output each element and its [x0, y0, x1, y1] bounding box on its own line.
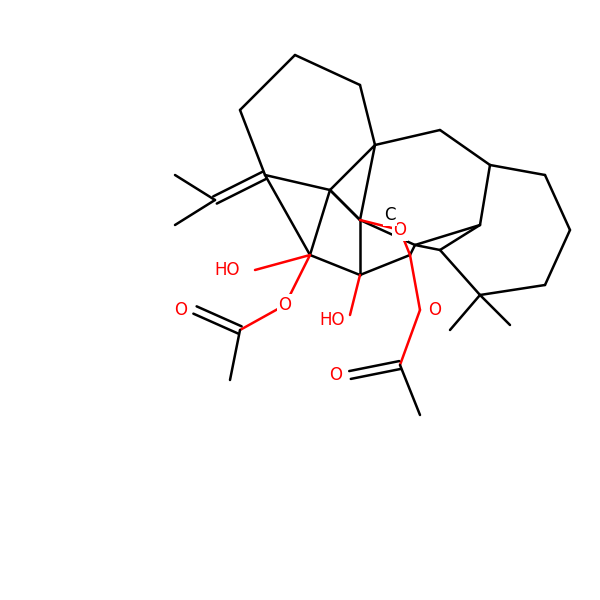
Text: HO: HO [215, 261, 240, 279]
Text: O: O [329, 366, 342, 384]
Text: O: O [394, 221, 407, 239]
Text: HO: HO [320, 311, 345, 329]
Text: O: O [174, 301, 187, 319]
Text: C: C [384, 206, 396, 224]
Text: O: O [428, 301, 441, 319]
Text: O: O [278, 296, 292, 314]
